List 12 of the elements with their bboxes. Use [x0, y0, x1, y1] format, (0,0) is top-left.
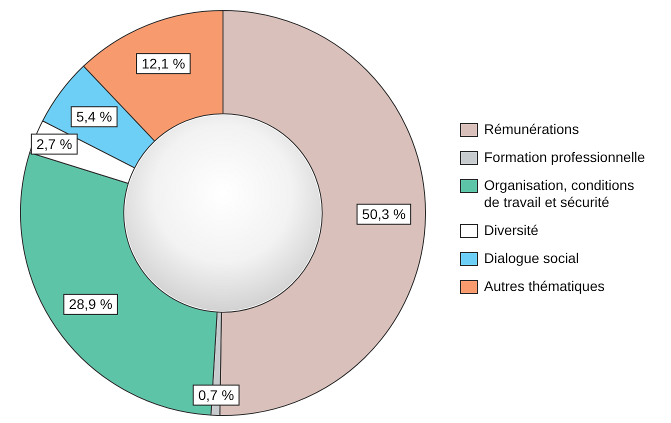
data-label: 50,3 % — [362, 206, 406, 222]
data-label: 2,7 % — [36, 136, 72, 152]
legend-label: Organisation, conditions de travail et sécurité — [484, 176, 636, 210]
legend-label: Dialogue social — [484, 250, 580, 266]
data-label: 12,1 % — [142, 55, 186, 72]
legend-label: Rémunérations — [484, 120, 580, 138]
data-label: 28,9 % — [68, 296, 112, 312]
data-label: 5,4 % — [76, 108, 112, 125]
legend-label: Autres thématiques — [484, 278, 606, 294]
legend-label: Formation professionnelle — [484, 148, 646, 166]
data-label: 0,7 % — [198, 386, 234, 403]
legend-label: Diversité — [484, 222, 540, 238]
